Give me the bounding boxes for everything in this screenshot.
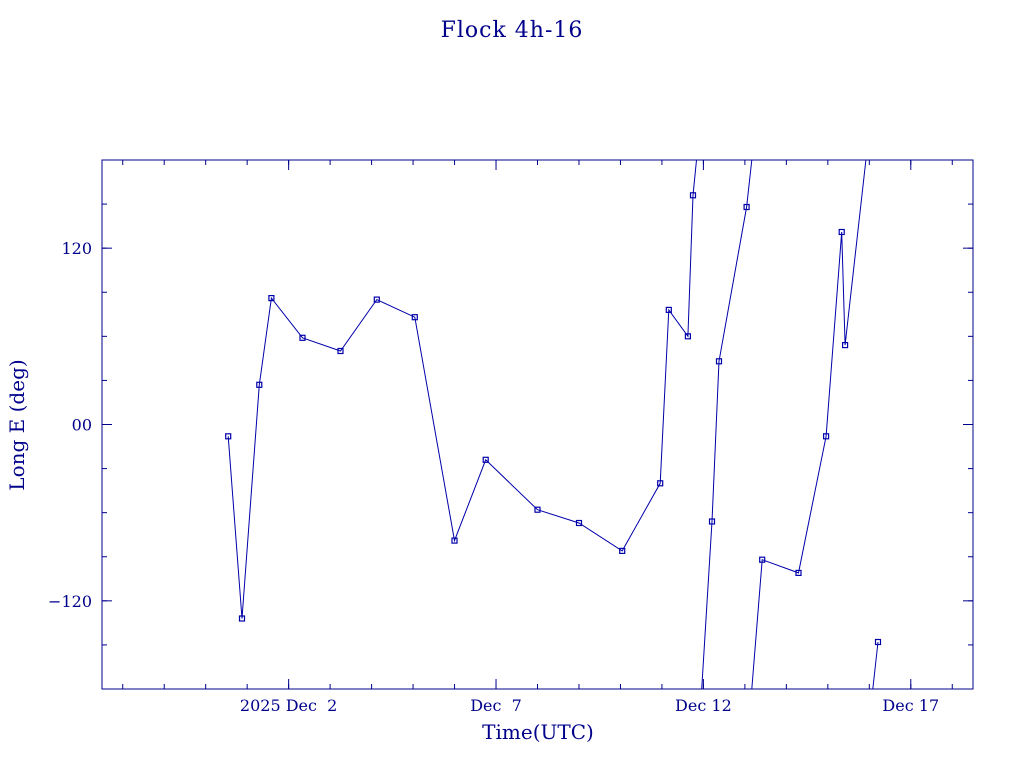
- y-tick-label: 120: [61, 239, 92, 258]
- x-tick-label: Dec 12: [675, 696, 732, 715]
- data-point: [411, 314, 418, 321]
- data-lines: [227, 159, 879, 690]
- data-point: [708, 518, 716, 525]
- data-point: [665, 306, 672, 313]
- data-point: [575, 519, 583, 527]
- axis-ticks: [102, 160, 973, 689]
- data-point: [715, 358, 723, 365]
- data-point: [238, 615, 246, 622]
- x-tick-label: Dec 17: [882, 696, 939, 715]
- y-axis-label: Long E (deg): [5, 359, 29, 490]
- data-markers: [225, 192, 882, 646]
- series-line-segment: [701, 159, 753, 690]
- x-tick-label: 2025 Dec 2: [240, 696, 337, 715]
- data-point: [256, 381, 263, 388]
- data-point: [795, 569, 802, 577]
- series-line-segment: [751, 159, 867, 690]
- data-point: [684, 333, 692, 340]
- data-point: [299, 334, 306, 341]
- data-point: [451, 537, 458, 544]
- x-tick-label: Dec 7: [470, 696, 522, 715]
- data-point: [482, 456, 489, 463]
- y-tick-label: 00: [72, 416, 92, 435]
- chart-title: Flock 4h-16: [441, 18, 584, 43]
- tick-labels: 2025 Dec 2 Dec 7 Dec 12 Dec 17 120 00 −120: [48, 239, 939, 715]
- data-point: [225, 433, 232, 440]
- data-point: [534, 506, 541, 513]
- x-axis-label: Time(UTC): [482, 720, 594, 744]
- data-point: [373, 296, 380, 303]
- data-point: [337, 347, 344, 355]
- series-line-segment: [227, 159, 697, 619]
- data-point: [657, 480, 664, 487]
- data-point: [759, 556, 766, 563]
- series-line-segment: [872, 641, 879, 690]
- data-point: [874, 638, 882, 646]
- data-point: [619, 547, 626, 555]
- data-point: [268, 295, 275, 302]
- data-point: [743, 203, 750, 211]
- data-point: [822, 433, 830, 440]
- y-tick-label: −120: [48, 592, 92, 611]
- data-point: [838, 228, 845, 236]
- data-point: [689, 192, 697, 199]
- data-point: [841, 342, 849, 349]
